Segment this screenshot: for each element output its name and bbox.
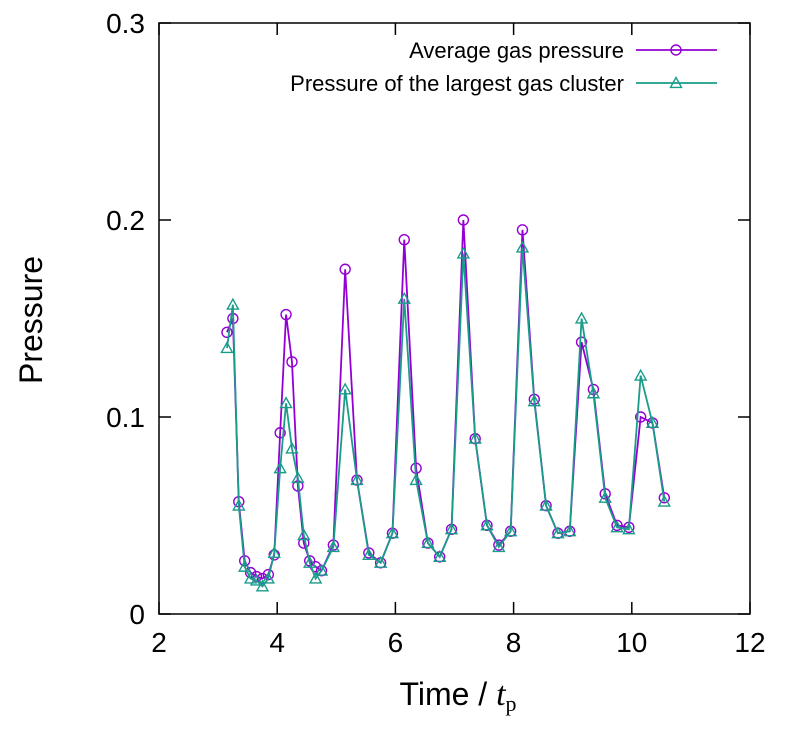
x-tick-label: 2: [151, 627, 167, 658]
data-point: [551, 526, 565, 539]
data-point: [220, 341, 234, 354]
data-point: [574, 311, 589, 324]
data-point: [314, 563, 329, 576]
data-point: [303, 555, 317, 568]
data-point: [468, 431, 482, 444]
data-point: [279, 396, 293, 409]
data-point: [385, 526, 400, 539]
data-point: [286, 356, 298, 368]
x-tick-label: 10: [616, 627, 647, 658]
data-point: [586, 386, 601, 399]
data-point: [457, 214, 470, 226]
x-axis-label: Time / tp: [399, 676, 516, 716]
data-point: [267, 545, 281, 559]
data-point: [304, 555, 316, 567]
legend: Average gas pressure Pressure of the larg…: [290, 38, 717, 96]
data-point: [539, 498, 553, 511]
y-tick-label: 0: [129, 599, 145, 630]
data-point: [249, 573, 264, 586]
y-tick-label: 0.3: [106, 8, 145, 39]
data-point: [326, 540, 341, 553]
data-point: [397, 291, 411, 304]
data-point: [527, 394, 541, 407]
data-point: [515, 240, 530, 253]
data-point: [226, 297, 240, 310]
data-point: [339, 263, 351, 275]
data-point: [255, 579, 270, 592]
data-point: [598, 490, 612, 503]
data-point: [261, 571, 276, 584]
x-tick-label: 4: [269, 627, 285, 658]
data-point: [563, 524, 577, 537]
data-point: [634, 411, 647, 423]
series-line: [226, 247, 666, 588]
plot-frame: [158, 22, 751, 615]
data-point: [280, 308, 292, 321]
x-tick-label: 12: [734, 627, 765, 658]
data-point: [308, 571, 323, 584]
data-point: [480, 518, 494, 531]
y-tick-label: 0.2: [106, 205, 145, 236]
data-point: [456, 246, 471, 259]
data-point: [285, 441, 299, 454]
data-point: [611, 519, 623, 532]
data-point: [232, 498, 246, 511]
data-point: [444, 522, 459, 535]
series-2: [220, 240, 671, 592]
data-point: [433, 549, 447, 562]
data-point: [291, 471, 305, 484]
data-point: [350, 473, 364, 486]
legend-marker-1: [670, 44, 682, 56]
data-point: [421, 536, 435, 549]
data-point: [622, 522, 636, 535]
legend-marker-2: [669, 76, 683, 89]
x-tick-label: 8: [506, 627, 522, 658]
data-point: [362, 547, 376, 560]
data-point: [363, 547, 375, 559]
data-point: [493, 539, 505, 551]
data-point: [243, 571, 258, 584]
data-point: [645, 415, 660, 429]
data-point: [610, 520, 624, 533]
data-point: [274, 427, 286, 439]
data-point: [492, 540, 506, 553]
data-point: [633, 368, 648, 381]
plot-axes: 2 4 6 8 10 12 0 0.1 0.2 0.3: [106, 8, 766, 658]
data-point: [516, 224, 529, 236]
data-point: [297, 528, 311, 541]
data-point: [503, 524, 518, 537]
data-point: [238, 559, 252, 572]
data-point: [575, 336, 588, 348]
series-1: [221, 214, 671, 585]
data-point: [273, 461, 287, 474]
x-tick-label: 6: [388, 627, 404, 658]
series-layer: [220, 214, 671, 592]
y-tick-label: 0.1: [106, 402, 145, 433]
data-point: [398, 233, 410, 246]
data-point: [409, 473, 423, 486]
data-point: [658, 492, 671, 504]
data-point: [373, 555, 388, 568]
y-axis-label: Pressure: [13, 256, 49, 384]
data-point: [338, 382, 352, 395]
series-line: [226, 219, 666, 580]
legend-label-1: Average gas pressure: [409, 38, 624, 63]
data-point: [221, 326, 233, 338]
legend-label-2: Pressure of the largest gas cluster: [290, 71, 624, 96]
data-point: [657, 494, 671, 507]
